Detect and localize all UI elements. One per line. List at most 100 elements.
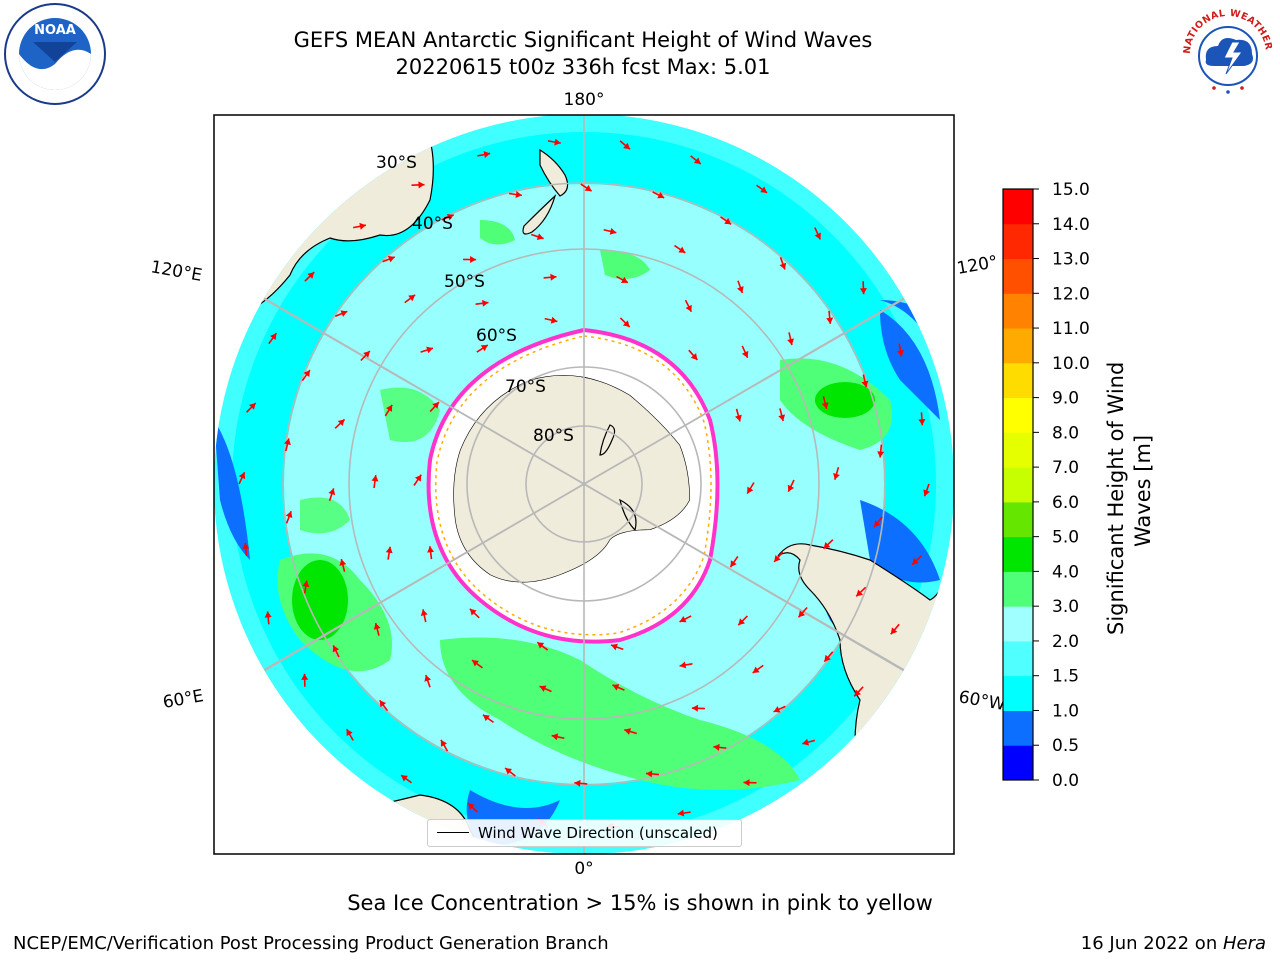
wave-arrow-head	[340, 310, 348, 317]
map-frame	[213, 114, 955, 855]
wave-arrow-head	[856, 589, 863, 597]
wave-arrow-head	[371, 475, 379, 482]
wave-arrow-head	[741, 350, 749, 358]
wave-arrow-head	[679, 661, 687, 669]
colorbar: 0.0 0.5 1.0 1.5 2.0 3.0 4.0 5.0 6.0 7.0 8.0 9.0 10.0…	[1002, 180, 1090, 791]
wave-arrow-head	[414, 474, 422, 482]
wave-arrow-head	[337, 419, 345, 427]
noaa-logo: NOAA	[4, 3, 106, 105]
colorbar-bin	[1003, 501, 1033, 538]
wave-arrow-head	[877, 451, 885, 458]
wave-arrow-head	[537, 642, 545, 649]
colorbar-tick-label: 15.0	[1052, 180, 1090, 200]
wave-arrow-head	[539, 685, 547, 692]
wave-arrow-head	[678, 246, 686, 253]
footer-date-text: 16 Jun 2022 on	[1080, 933, 1223, 954]
wave-arrow-head	[432, 402, 439, 409]
wave-arrow-head	[798, 610, 806, 618]
colorbar-tick-label: 5.0	[1052, 528, 1079, 548]
wave-arrow-head	[373, 623, 381, 630]
wave-arrow-head	[833, 473, 840, 480]
wave-arrow-head	[470, 256, 477, 264]
wave-arrow-head	[551, 733, 559, 741]
colorbar-label-line1: Significant Height of Wind	[1104, 362, 1128, 635]
wave-arrow-head	[426, 346, 433, 354]
wave-arrow-head	[359, 222, 366, 230]
wave-arrow-head	[408, 294, 416, 302]
colorbar-tick-label: 12.0	[1052, 284, 1090, 304]
colorbar-label-line2: Waves [m]	[1131, 435, 1155, 547]
colorbar-bin	[1003, 362, 1033, 399]
wave-arrow-head	[270, 333, 277, 341]
wave-arrow-head	[918, 419, 926, 426]
wave-arrow-head	[515, 191, 522, 198]
wave-arrow-head	[787, 338, 794, 346]
wave-arrow-head	[890, 627, 898, 635]
wave-arrow-head	[623, 142, 630, 150]
wave-arrow-head	[693, 157, 701, 165]
wave-arrow-head	[912, 558, 919, 565]
wave-arrow-head	[248, 403, 256, 410]
wave-arrow-head	[802, 738, 809, 746]
lon-label-0: 0°	[574, 859, 593, 879]
lon-label-120e: 120°E	[149, 257, 203, 286]
colorbar-tick-label: 7.0	[1052, 458, 1079, 478]
wave-arrow-head	[620, 276, 628, 283]
colorbar-tick-label: 0.0	[1052, 771, 1079, 791]
wave-arrow-head	[386, 404, 393, 412]
sea-ice	[426, 327, 720, 644]
wave-arrow-head	[554, 138, 561, 146]
wave-arrow-head	[657, 192, 665, 199]
wave-arrow-head	[550, 316, 558, 324]
wave-arrow-head	[385, 546, 393, 554]
wave-arrow-head	[472, 660, 479, 667]
wave-arrow-head	[779, 262, 787, 270]
colorbar-bin	[1003, 189, 1033, 225]
wave-arrow-head	[264, 611, 272, 618]
colorbar-bin	[1003, 606, 1033, 642]
colorbar-tick-label: 8.0	[1052, 423, 1079, 443]
wave-arrow-head	[859, 288, 867, 295]
colorbar-bin	[1003, 571, 1033, 607]
sea-ice-caption: Sea Ice Concentration > 15% is shown in …	[347, 891, 933, 915]
wave-arrow-head	[387, 255, 395, 263]
colorbar-tick-label: 11.0	[1052, 319, 1090, 339]
wave-arrow-head	[238, 472, 246, 480]
wave-arrow-head	[690, 353, 698, 360]
colorbar-tick-label: 0.5	[1052, 736, 1079, 756]
lat-label-40s: 40°S	[412, 214, 453, 234]
wave-arrow-head	[787, 484, 795, 492]
chart-subtitle: 20220615 t00z 336h fcst Max: 5.01	[395, 55, 771, 79]
wave-arrow-head	[346, 729, 353, 737]
lon-label-60w: 60°W	[957, 687, 1007, 715]
lon-label-60e: 60°E	[161, 686, 205, 713]
wave-arrow-head	[285, 511, 293, 519]
colorbar-bin	[1003, 536, 1033, 572]
wave-arrow-head	[645, 770, 653, 778]
wave-arrow-head	[691, 704, 699, 712]
map-legend: Wind Wave Direction (unscaled)	[427, 819, 742, 847]
wave-arrow-head	[440, 739, 447, 747]
wave-arrow-head	[536, 233, 544, 241]
colorbar-bin	[1003, 223, 1033, 260]
wave-arrow-head	[467, 803, 475, 810]
wave-arrow-head	[730, 560, 737, 568]
wave-arrow-head	[897, 349, 904, 357]
lat-label-30s: 30°S	[376, 153, 417, 173]
footer-host: Hera	[1222, 933, 1266, 954]
wave-arrow-head	[737, 286, 744, 294]
wave-arrow-head	[505, 768, 512, 775]
wave-arrow-head	[379, 700, 387, 708]
colorbar-tick-label: 3.0	[1052, 597, 1079, 617]
wave-arrow-head	[480, 345, 488, 352]
lat-label-70s: 70°S	[505, 377, 546, 397]
wave-direction-arrows	[238, 138, 930, 830]
legend-line-swatch	[437, 832, 469, 833]
colorbar-bin	[1003, 467, 1033, 503]
colorbar-bin	[1003, 710, 1033, 746]
wave-arrow-head	[420, 609, 428, 616]
wave-arrow-head	[826, 317, 834, 324]
colorbar-tick-label: 1.5	[1052, 667, 1079, 687]
wave-arrow-head	[752, 666, 760, 673]
